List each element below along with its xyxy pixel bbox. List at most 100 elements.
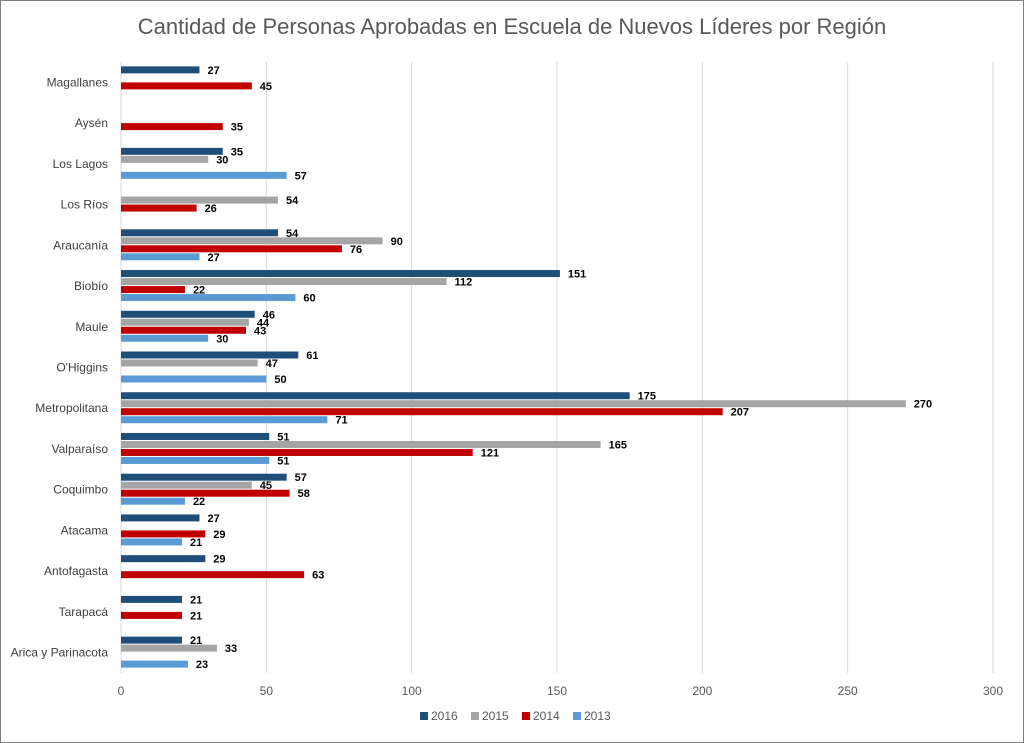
bar <box>121 253 200 261</box>
data-label: 43 <box>254 325 266 337</box>
data-label: 33 <box>225 643 237 655</box>
category-label: Atacama <box>61 523 109 537</box>
category-label: Coquimbo <box>53 483 108 497</box>
category-labels: Magallanes Aysén Los Lagos Los Ríos Araucaní… <box>11 75 109 659</box>
category-label: O'Higgins <box>56 361 108 375</box>
bar <box>121 408 723 416</box>
category-label: Los Ríos <box>61 198 108 212</box>
data-label: 21 <box>190 594 202 606</box>
x-tick-label: 50 <box>260 684 274 698</box>
x-tick-labels: 0 50 100 150 200 250 300 <box>118 684 1004 698</box>
legend-swatch <box>573 712 581 720</box>
data-label: 27 <box>207 65 219 77</box>
bar <box>121 171 287 179</box>
bar <box>121 310 255 318</box>
bar <box>121 611 183 619</box>
data-label: 54 <box>286 195 299 207</box>
bar <box>121 489 290 497</box>
data-label: 35 <box>231 122 243 134</box>
bar <box>121 204 197 212</box>
data-label: 44 <box>257 317 270 329</box>
bar <box>121 294 296 302</box>
data-label: 27 <box>207 252 219 264</box>
legend-swatch <box>471 712 479 720</box>
bar <box>121 481 252 489</box>
data-label: 46 <box>263 309 275 321</box>
bar <box>121 123 223 131</box>
bar <box>121 334 209 342</box>
data-label: 30 <box>216 333 228 345</box>
x-tick-label: 100 <box>402 684 422 698</box>
data-label: 270 <box>914 399 932 411</box>
data-label: 29 <box>213 554 225 566</box>
bar <box>121 440 601 448</box>
data-label: 21 <box>190 537 202 549</box>
data-label: 51 <box>277 455 289 467</box>
category-label: Aysén <box>75 116 108 130</box>
category-label: Tarapacá <box>59 605 109 619</box>
category-label: Biobío <box>74 279 108 293</box>
legend-label: 2013 <box>584 709 611 723</box>
bar <box>121 326 246 334</box>
x-tick-label: 150 <box>547 684 567 698</box>
data-label: 22 <box>193 496 205 508</box>
x-tick-label: 250 <box>838 684 858 698</box>
legend: 2016 2015 2014 2013 <box>420 709 611 723</box>
category-label: Araucanía <box>53 238 108 252</box>
bar <box>121 278 447 286</box>
legend-swatch <box>420 712 428 720</box>
bar <box>121 237 383 245</box>
category-label: Arica y Parinacota <box>11 646 109 660</box>
data-label: 47 <box>266 358 278 370</box>
bar <box>121 660 188 668</box>
x-tick-label: 0 <box>118 684 125 698</box>
data-label: 121 <box>481 447 499 459</box>
category-label: Maule <box>75 320 108 334</box>
data-label: 76 <box>350 244 362 256</box>
category-label: Valparaíso <box>52 442 109 456</box>
legend-label: 2016 <box>431 709 458 723</box>
bar <box>121 351 299 359</box>
bar <box>121 497 185 505</box>
legend-swatch <box>522 712 530 720</box>
data-label: 71 <box>335 415 347 427</box>
bar <box>121 595 183 603</box>
data-label: 175 <box>638 391 656 403</box>
category-label: Antofagasta <box>44 564 108 578</box>
bar <box>121 359 258 367</box>
bar <box>121 318 249 326</box>
data-label: 50 <box>274 374 286 386</box>
data-label: 207 <box>731 407 749 419</box>
data-label: 58 <box>298 488 310 500</box>
bar <box>121 229 278 237</box>
category-label: Metropolitana <box>35 401 108 415</box>
category-label: Los Lagos <box>53 157 108 171</box>
data-labels: 2745353530575426549076271511122260464443… <box>190 65 932 671</box>
x-tick-label: 300 <box>983 684 1003 698</box>
bar <box>121 66 200 74</box>
data-label: 29 <box>213 529 225 541</box>
data-label: 61 <box>306 350 318 362</box>
bar <box>121 473 287 481</box>
bar <box>121 636 183 644</box>
bar <box>121 416 328 424</box>
bars <box>121 66 906 668</box>
chart-title: Cantidad de Personas Aprobadas en Escuel… <box>137 14 887 39</box>
bar <box>121 400 906 408</box>
data-label: 27 <box>207 513 219 525</box>
bar <box>121 530 206 538</box>
data-label: 165 <box>609 439 627 451</box>
data-label: 35 <box>231 146 243 158</box>
data-label: 30 <box>216 154 228 166</box>
category-label: Magallanes <box>47 75 108 89</box>
bar <box>121 456 270 464</box>
data-label: 112 <box>455 277 473 289</box>
data-label: 45 <box>260 81 272 93</box>
data-label: 57 <box>295 472 307 484</box>
data-label: 151 <box>568 269 586 281</box>
data-label: 54 <box>286 228 299 240</box>
data-label: 45 <box>260 480 272 492</box>
bar <box>121 375 267 383</box>
bar <box>121 196 278 204</box>
